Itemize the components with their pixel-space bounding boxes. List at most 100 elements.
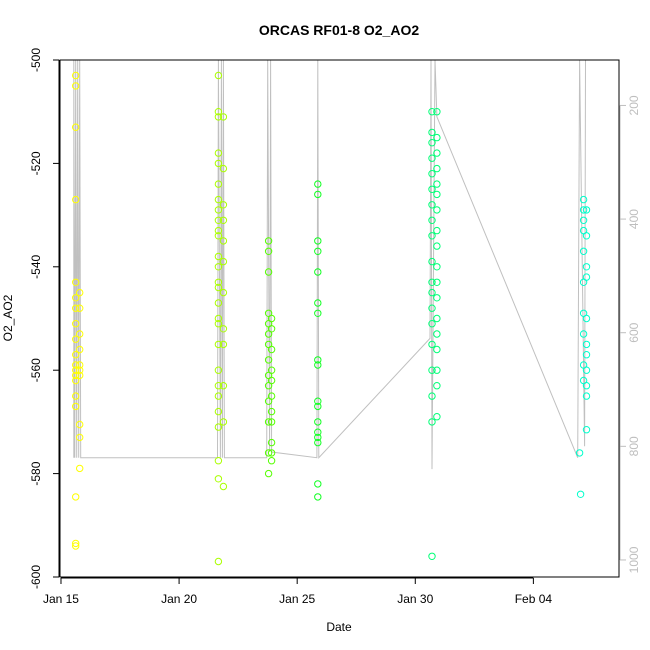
y2-tick-label: 200 bbox=[627, 95, 641, 115]
data-point bbox=[72, 361, 80, 369]
data-point bbox=[264, 356, 273, 364]
data-point bbox=[314, 493, 322, 501]
x-tick-label: Feb 04 bbox=[515, 592, 553, 606]
data-point bbox=[76, 464, 84, 473]
y-tick-label: -540 bbox=[29, 254, 43, 278]
data-point bbox=[579, 247, 588, 256]
data-point bbox=[576, 490, 585, 498]
data-point bbox=[428, 108, 436, 116]
data-point bbox=[433, 263, 441, 271]
data-point bbox=[428, 170, 436, 178]
data-point bbox=[314, 268, 322, 276]
data-point bbox=[428, 278, 436, 286]
data-point bbox=[428, 257, 436, 266]
data-point bbox=[433, 413, 441, 421]
data-point bbox=[314, 247, 322, 256]
data-point bbox=[579, 216, 588, 225]
series-5 bbox=[428, 108, 441, 560]
data-point bbox=[314, 438, 322, 447]
data-point bbox=[428, 128, 436, 137]
series-4 bbox=[314, 180, 322, 501]
series-6 bbox=[575, 195, 591, 498]
data-point bbox=[314, 418, 322, 426]
data-point bbox=[214, 407, 223, 416]
data-point bbox=[219, 257, 228, 266]
data-point bbox=[582, 382, 591, 390]
data-point bbox=[428, 139, 436, 147]
data-point bbox=[267, 407, 276, 416]
data-point bbox=[582, 314, 591, 323]
data-point bbox=[579, 330, 588, 338]
data-point bbox=[72, 71, 80, 80]
data-point bbox=[214, 299, 223, 307]
y-tick-label: -500 bbox=[29, 48, 43, 72]
data-point bbox=[428, 232, 436, 240]
data-point bbox=[76, 361, 84, 369]
data-point bbox=[72, 402, 80, 411]
data-point bbox=[433, 242, 441, 250]
data-point bbox=[214, 226, 223, 235]
data-point bbox=[214, 195, 223, 204]
data-point bbox=[264, 237, 273, 245]
data-point bbox=[428, 201, 436, 209]
data-point bbox=[214, 278, 223, 286]
data-point bbox=[433, 180, 441, 188]
data-point bbox=[264, 469, 273, 478]
data-point bbox=[214, 71, 223, 80]
data-point bbox=[72, 351, 80, 359]
data-point bbox=[267, 325, 276, 333]
data-point bbox=[219, 164, 228, 173]
data-point bbox=[214, 392, 223, 400]
data-point bbox=[219, 418, 228, 426]
data-point bbox=[314, 428, 322, 436]
y2-tick-label: 800 bbox=[627, 436, 641, 456]
data-point bbox=[579, 206, 588, 214]
data-point bbox=[433, 314, 441, 323]
data-point bbox=[428, 418, 436, 426]
data-point bbox=[72, 376, 80, 385]
y-axis: -600 -580 -560 -540 -520 -500 bbox=[29, 48, 60, 589]
data-point bbox=[582, 340, 591, 349]
x-tick-label: Jan 30 bbox=[397, 592, 433, 606]
y2-tick-label: 400 bbox=[627, 209, 641, 229]
data-point bbox=[72, 320, 80, 328]
data-point bbox=[582, 392, 591, 400]
data-point bbox=[76, 304, 84, 312]
data-point bbox=[579, 195, 588, 204]
data-point bbox=[433, 366, 441, 374]
data-point bbox=[214, 113, 223, 121]
data-point bbox=[214, 457, 223, 465]
data-point bbox=[72, 294, 80, 302]
data-point bbox=[214, 423, 223, 431]
data-point bbox=[72, 539, 80, 548]
data-point bbox=[76, 330, 84, 338]
data-point bbox=[214, 340, 223, 349]
data-point bbox=[433, 226, 441, 235]
data-point bbox=[214, 216, 223, 225]
data-point bbox=[76, 345, 84, 354]
data-point bbox=[582, 351, 591, 359]
data-point bbox=[214, 314, 223, 323]
data-point bbox=[219, 325, 228, 333]
data-point bbox=[428, 185, 436, 194]
data-point bbox=[582, 273, 591, 281]
data-point bbox=[72, 371, 80, 380]
data-point bbox=[582, 263, 591, 271]
data-point bbox=[72, 493, 80, 501]
data-point bbox=[214, 252, 223, 261]
data-point bbox=[433, 330, 441, 338]
series-1 bbox=[72, 71, 84, 550]
data-point bbox=[264, 268, 273, 276]
data-point bbox=[72, 82, 80, 90]
data-point bbox=[433, 164, 441, 173]
data-point bbox=[219, 340, 228, 349]
data-point bbox=[219, 201, 228, 209]
data-point bbox=[428, 154, 436, 162]
series-2 bbox=[214, 71, 228, 566]
data-point bbox=[314, 299, 322, 307]
y2-tick-label: 600 bbox=[627, 322, 641, 342]
data-point bbox=[428, 216, 436, 225]
data-point bbox=[314, 361, 322, 369]
y-axis-label: O2_AO2 bbox=[1, 294, 15, 341]
